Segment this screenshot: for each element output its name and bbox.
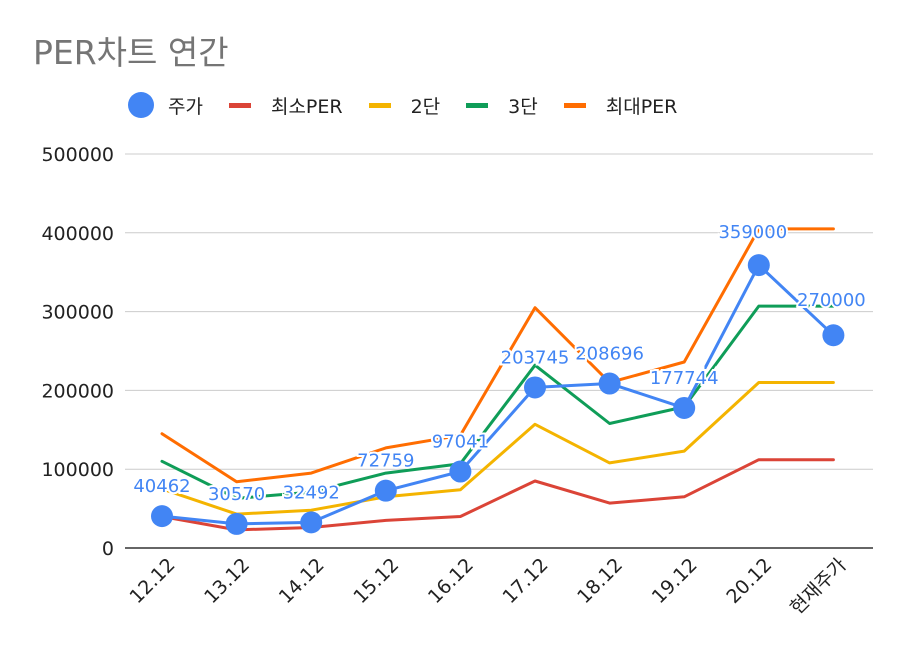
y-tick-label: 300000 xyxy=(41,302,114,324)
price-marker xyxy=(822,324,845,347)
price-marker xyxy=(747,254,770,277)
price-data-label: 208696 xyxy=(575,344,644,365)
legend-item-price[interactable]: 주가 xyxy=(128,92,203,119)
series-line-0 xyxy=(160,263,835,526)
legend-swatch-stage3 xyxy=(466,102,489,108)
legend-swatch-min-per xyxy=(228,102,251,108)
legend-swatch-max-per xyxy=(563,102,586,108)
x-tick-label: 현재주가 xyxy=(786,554,851,619)
series-line-4 xyxy=(160,227,835,484)
x-tick-label: 15.12 xyxy=(349,554,403,608)
x-tick-label: 16.12 xyxy=(424,554,478,608)
y-tick-label: 0 xyxy=(102,538,114,560)
price-data-label: 97041 xyxy=(432,432,489,453)
series-line-1 xyxy=(160,458,835,532)
legend-item-max-per[interactable]: 최대PER xyxy=(563,92,678,119)
price-data-label: 203745 xyxy=(501,347,570,368)
price-data-label: 40462 xyxy=(133,476,190,497)
legend-item-stage2[interactable]: 2단 xyxy=(368,92,441,119)
price-marker xyxy=(673,396,696,419)
price-data-label: 177744 xyxy=(650,368,719,389)
price-data-label: 270000 xyxy=(797,290,866,311)
price-marker xyxy=(300,511,323,534)
legend-item-min-per[interactable]: 최소PER xyxy=(228,92,343,119)
legend-label-stage2: 2단 xyxy=(410,95,441,118)
x-tick-label: 18.12 xyxy=(573,554,627,608)
x-tick-label: 20.12 xyxy=(722,554,776,608)
price-marker xyxy=(598,372,621,395)
x-tick-label: 12.12 xyxy=(126,554,180,608)
x-tick-label: 17.12 xyxy=(499,554,553,608)
price-marker xyxy=(449,460,472,483)
y-tick-label: 400000 xyxy=(41,223,114,245)
legend-swatch-stage2 xyxy=(368,102,391,108)
price-marker xyxy=(151,505,173,528)
legend-label-max-per: 최대PER xyxy=(605,95,678,118)
y-tick-label: 100000 xyxy=(41,459,114,481)
legend-item-stage3[interactable]: 3단 xyxy=(466,92,538,119)
series-line-2 xyxy=(160,381,835,516)
y-tick-label: 200000 xyxy=(41,380,114,402)
x-tick-label: 14.12 xyxy=(275,554,329,608)
price-marker xyxy=(225,512,248,535)
price-data-label: 30570 xyxy=(208,484,265,505)
legend-label-price: 주가 xyxy=(168,95,203,118)
x-tick-label: 13.12 xyxy=(200,554,254,608)
legend-label-stage3: 3단 xyxy=(508,95,538,118)
price-data-label: 359000 xyxy=(718,222,787,243)
price-marker xyxy=(524,376,546,399)
legend-label-min-per: 최소PER xyxy=(270,95,343,118)
y-tick-label: 500000 xyxy=(41,144,114,166)
x-tick-label: 19.12 xyxy=(648,554,702,608)
price-data-label: 72759 xyxy=(357,451,414,472)
legend: 주가 최소PER 2단 3단 최대PER xyxy=(128,90,703,120)
series-line-3 xyxy=(160,304,835,500)
legend-swatch-price xyxy=(128,92,154,118)
price-marker xyxy=(374,479,397,502)
chart-title: PER차트 연간 xyxy=(33,33,229,72)
price-data-label: 32492 xyxy=(283,482,340,503)
